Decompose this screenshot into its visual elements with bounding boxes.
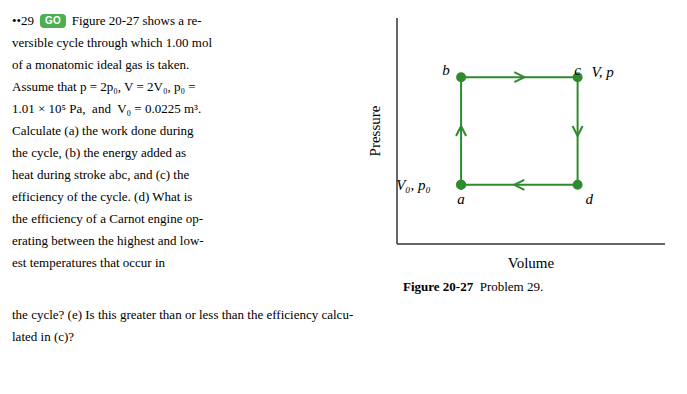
html-text:efficiency of the cycle. (d) W: efficiency of the cycle. (d) What is (12, 189, 193, 204)
html-text:••29: ••29 (12, 13, 35, 28)
html-text:1.01 × 10⁵ Pa, and V₀ = 0.0225: 1.01 × 10⁵ Pa, and V₀ = 0.0225 m³. (12, 101, 202, 116)
svg-text:a: a (457, 191, 465, 207)
html-text:the cycle? (e) Is this greater: the cycle? (e) Is this greater than or l… (12, 307, 354, 322)
html-text:lated in (c)?: lated in (c)? (12, 329, 75, 344)
html-text:Assume that p = 2p₀, V = 2V₀,: Assume that p = 2p₀, V = 2V₀, p₀ = (12, 79, 196, 94)
html-text:Figure 20-27 shows a re-: Figure 20-27 shows a re- (71, 13, 202, 28)
svg-text:Pressure: Pressure (367, 105, 383, 156)
html-text:heat during stroke abc, and (c: heat during stroke abc, and (c) the (12, 167, 190, 182)
html-text:the efficiency of a Carnot eng: the efficiency of a Carnot engine op- (12, 211, 204, 226)
svg-text:d: d (586, 191, 594, 207)
svg-text:Volume: Volume (508, 255, 555, 271)
html-text:versible cycle through which 1: versible cycle through which 1.00 mol (12, 35, 212, 50)
html-text:the cycle, (b) the energy adde: the cycle, (b) the energy added as (12, 145, 187, 160)
html-text:Figure 20-27 Problem 29.: Figure 20-27 Problem 29. (403, 279, 544, 294)
html-text:erating between the highest an: erating between the highest and low- (12, 233, 204, 248)
svg-text:c: c (574, 62, 581, 78)
html-text:est temperatures that occur in: est temperatures that occur in (12, 255, 166, 270)
svg-text:b: b (442, 62, 450, 78)
svg-text:V, p: V, p (592, 64, 615, 80)
html-text:GO: GO (45, 15, 61, 26)
svg-text:V₀, p₀: V₀, p₀ (396, 177, 431, 193)
html-text:of a monatomic ideal gas is ta: of a monatomic ideal gas is taken. (12, 57, 190, 72)
html-text:Calculate (a) the work done du: Calculate (a) the work done during (12, 123, 194, 138)
